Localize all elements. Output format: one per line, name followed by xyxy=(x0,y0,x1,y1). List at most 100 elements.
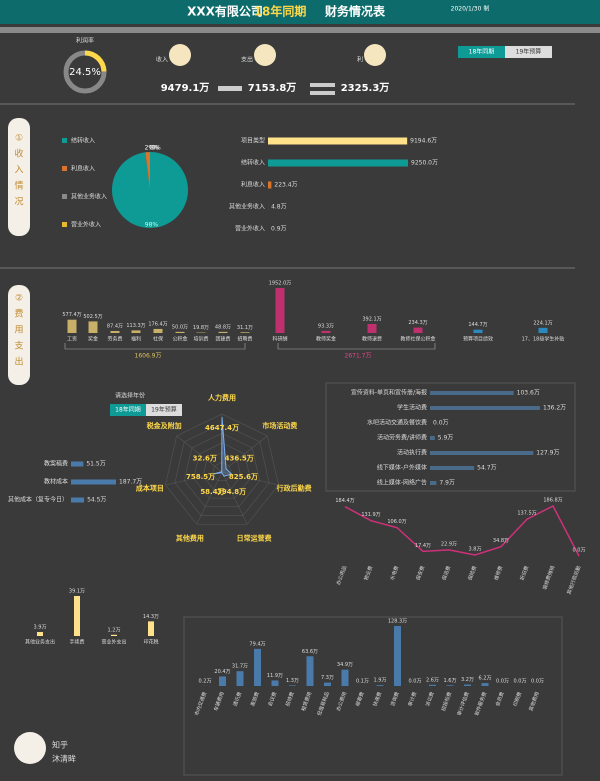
point-value: 3.8万 xyxy=(469,546,482,552)
kpi-value: 7153.8万 xyxy=(248,82,297,94)
bar xyxy=(271,680,279,686)
bar xyxy=(430,406,540,410)
radar-axis-label: 人力费用 xyxy=(208,393,236,402)
bar-value: 87.4万 xyxy=(107,323,123,329)
point-value: 17.4万 xyxy=(415,543,431,549)
bar-value: 3.2万 xyxy=(461,677,474,683)
daily-box xyxy=(183,616,563,776)
radar-value: 58.4万 xyxy=(200,488,224,496)
bar xyxy=(413,327,423,333)
bar xyxy=(430,481,437,485)
bar xyxy=(446,685,454,686)
section-label: 入 xyxy=(14,165,23,176)
bar-value: 54.5万 xyxy=(87,497,106,504)
bar-value: 34.9万 xyxy=(337,662,353,668)
radar-ring xyxy=(202,452,242,490)
bar-category: 活动劳务费/讲师费 xyxy=(377,434,427,442)
period: 18年同期 xyxy=(254,4,307,19)
bar xyxy=(275,288,285,333)
bar-category: 利息收入 xyxy=(241,181,265,189)
bar-category: 通讯费 xyxy=(232,691,244,708)
bar-value: 5.9万 xyxy=(438,435,454,442)
bar xyxy=(254,648,261,686)
toggle-button[interactable] xyxy=(110,404,146,416)
section-label: 收 xyxy=(14,148,23,160)
date: 2020/1/30 制 xyxy=(451,5,490,13)
radar-axis-label: 市场活动费 xyxy=(262,421,297,430)
bar-category: 邮寄费 xyxy=(354,691,366,708)
bar-value: 1.3万 xyxy=(286,678,299,684)
section-label: 出 xyxy=(14,356,23,368)
gauge-arc xyxy=(84,50,107,72)
toggle-label[interactable]: 19年预算 xyxy=(516,48,542,56)
pie-label: 0% xyxy=(151,145,161,152)
bar-category: 教师社保公积金 xyxy=(400,336,435,343)
bar-value: 7.9万 xyxy=(439,480,455,487)
toggle-button[interactable] xyxy=(146,404,182,416)
bar-category: 审计费 xyxy=(407,691,419,708)
section-label: 用 xyxy=(14,325,23,336)
legend-swatch xyxy=(62,166,67,171)
legend-label: 结转收入 xyxy=(71,137,95,145)
footer-author: 沐清眸 xyxy=(52,754,76,764)
bar-category: 教师奖金 xyxy=(316,336,336,343)
bar-category: 营业外支出 xyxy=(101,639,126,646)
bar-category: 其他业务收入 xyxy=(229,203,265,211)
section-label: 支 xyxy=(14,340,23,352)
gauge-value: 24.5% xyxy=(69,67,101,78)
radar-value: 436.5万 xyxy=(225,454,254,462)
bar-category: 劳务费 xyxy=(107,336,122,343)
toggle-label[interactable]: 18年同期 xyxy=(115,406,141,414)
bar-category: 会议费 xyxy=(267,691,279,708)
bar-value: 9194.6万 xyxy=(410,138,437,145)
bar-category: 结转收入 xyxy=(241,159,265,167)
radar-value: 4647.4万 xyxy=(205,424,239,432)
bar-category: 学生活动费 xyxy=(397,404,427,412)
bar-category: 会员费 xyxy=(494,691,506,708)
bar-category: 咨询费 xyxy=(389,691,401,708)
bar-value: 223.4万 xyxy=(274,182,297,189)
radar-spoke xyxy=(165,471,223,486)
bar xyxy=(236,671,244,686)
money-bag xyxy=(254,44,276,66)
bar-value: 128.3万 xyxy=(388,619,407,625)
toggle-label[interactable]: 19年预算 xyxy=(151,406,177,414)
radar-ring xyxy=(165,413,279,525)
market-box xyxy=(325,382,576,492)
radar-ring xyxy=(183,433,261,508)
bar-value: 54.7万 xyxy=(477,465,496,472)
point-value: 106.0万 xyxy=(387,519,406,525)
radar-area xyxy=(213,416,233,477)
footer-site: 知乎 xyxy=(52,740,68,750)
bar-value: 234.3万 xyxy=(408,320,427,326)
point-value: 22.9万 xyxy=(441,541,457,547)
bar-category: 水吧活动交通及餐饮费 xyxy=(367,419,427,427)
avatar xyxy=(14,732,46,764)
toggle-label[interactable]: 18年同期 xyxy=(469,48,495,56)
pie-label: 2% xyxy=(145,145,155,152)
radar-value: 758.5万 xyxy=(186,473,215,481)
bar-category: 社保 xyxy=(153,336,163,343)
bar-category: 教师退费 xyxy=(362,336,382,343)
bar xyxy=(376,685,384,686)
toggle-button[interactable] xyxy=(458,46,505,58)
bar-category: 教案稿费 xyxy=(44,460,68,468)
section-label: 况 xyxy=(14,197,23,208)
point-value: 131.9万 xyxy=(361,512,380,518)
bar-category: 印刷费 xyxy=(512,691,524,708)
bar-value: 224.1万 xyxy=(533,320,552,326)
bar-value: 176.4万 xyxy=(148,321,167,327)
bar-value: 11.9万 xyxy=(267,673,283,679)
x-label: 物业费 xyxy=(363,565,375,582)
group-total: 1606.9万 xyxy=(135,353,162,360)
pie-label: 98% xyxy=(145,221,159,228)
bar xyxy=(110,330,120,333)
bar xyxy=(464,684,471,686)
bar-category: 活动执行费 xyxy=(397,449,427,457)
bar-category: 其他业务支出 xyxy=(25,639,55,646)
legend-label: 其他业务收入 xyxy=(71,193,107,201)
toggle-button[interactable] xyxy=(505,46,552,58)
kpi-value: 9479.1万 xyxy=(161,82,210,94)
